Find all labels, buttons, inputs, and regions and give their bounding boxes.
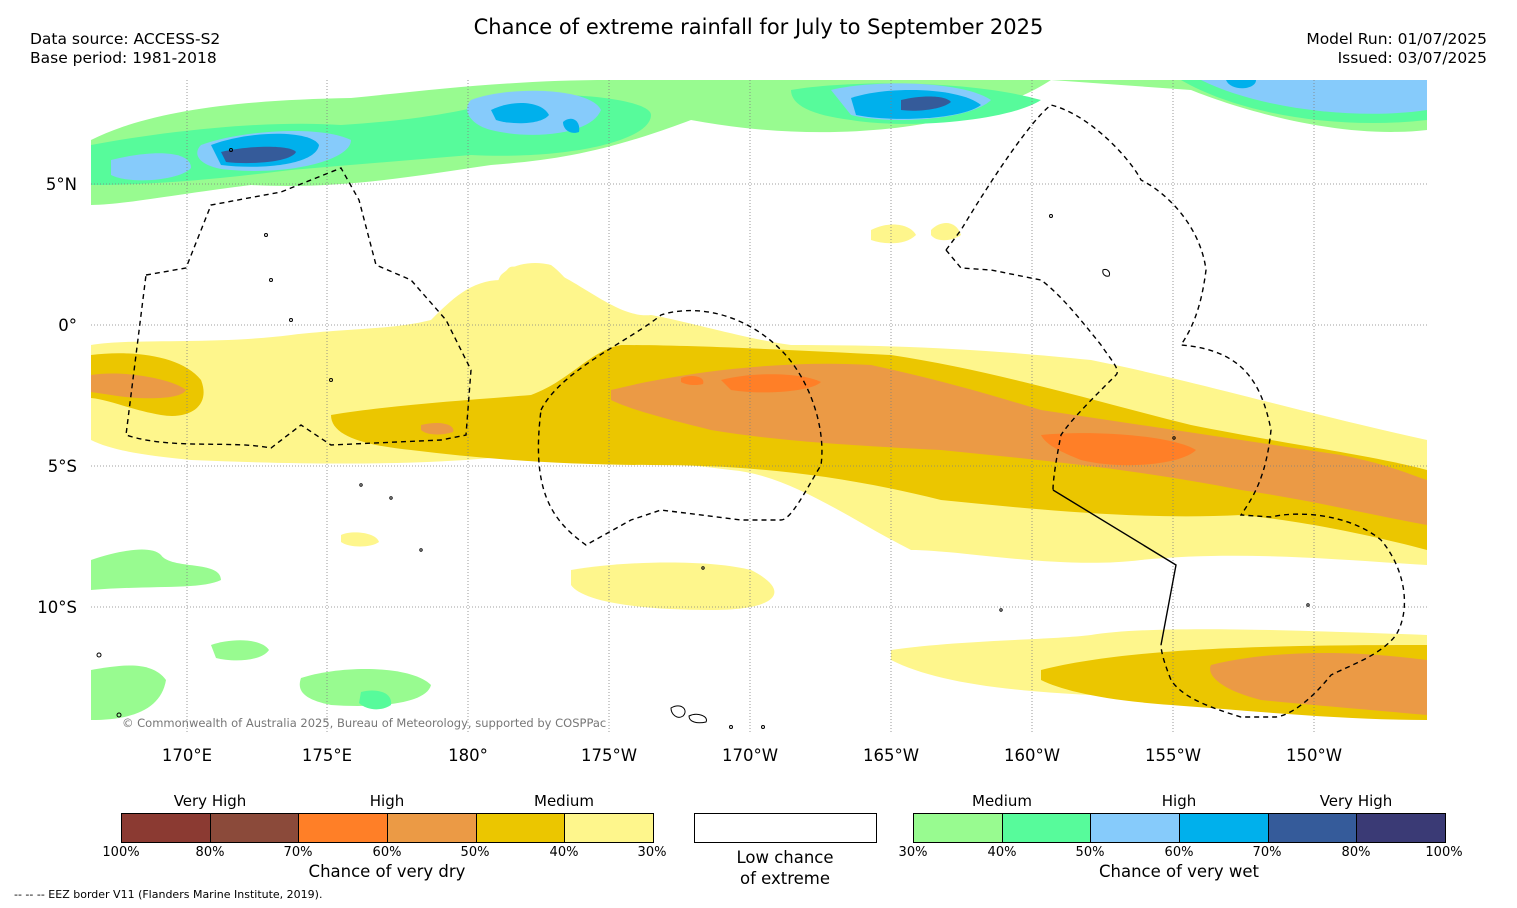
- islands: [96, 148, 1310, 729]
- data-info: Data source: ACCESS-S2 Base period: 1981…: [30, 30, 220, 68]
- wet-tick-50: 50%: [1075, 845, 1105, 860]
- dry-swatch-0: [122, 814, 211, 842]
- lat-label-5s: 5°S: [47, 457, 77, 476]
- wet-swatch-0: [914, 814, 1003, 842]
- issued-date: Issued: 03/07/2025: [1337, 49, 1487, 67]
- wet-cat-high: High: [1161, 792, 1197, 810]
- lon-label-175w: 175°W: [580, 746, 638, 765]
- dry-tick-80: 80%: [195, 845, 225, 860]
- wet-caption: Chance of very wet: [1099, 862, 1259, 881]
- wet-color-bar: [913, 813, 1446, 843]
- eez-solid-border: [1052, 489, 1177, 646]
- dry-caption: Chance of very dry: [308, 862, 466, 881]
- lon-label-150w: 150°W: [1285, 746, 1343, 765]
- neutral-color-box: [694, 813, 877, 843]
- wet-tick-30: 30%: [898, 845, 928, 860]
- neutral-caption-2: of extreme: [739, 869, 831, 888]
- wet-swatch-5: [1357, 814, 1446, 842]
- dry-swatch-2: [299, 814, 389, 842]
- dry-cat-very-high: Very High: [173, 792, 247, 810]
- map-title: Chance of extreme rainfall for July to S…: [473, 15, 1044, 39]
- lat-label-5n: 5°N: [45, 175, 77, 194]
- copyright-notice: © Commonwealth of Australia 2025, Bureau…: [122, 716, 607, 730]
- rainfall-map: [91, 80, 1427, 734]
- wet-swatch-1: [1002, 814, 1092, 842]
- run-info: Model Run: 01/07/2025 Issued: 03/07/2025: [1306, 30, 1487, 68]
- dry-tick-40: 40%: [549, 845, 579, 860]
- lon-label-165w: 165°W: [862, 746, 920, 765]
- dry-tick-100: 100%: [102, 845, 140, 860]
- wet-region-north: [91, 80, 1427, 205]
- dry-tick-30: 30%: [637, 845, 667, 860]
- wet-tick-80: 80%: [1341, 845, 1371, 860]
- dry-tick-60: 60%: [372, 845, 402, 860]
- lat-label-10s: 10°S: [37, 598, 77, 617]
- base-period: Base period: 1981-2018: [30, 49, 217, 67]
- eez-footnote: -- -- -- EEZ border V11 (Flanders Marine…: [14, 888, 323, 901]
- dry-cat-medium: Medium: [534, 792, 594, 810]
- wet-swatch-3: [1180, 814, 1269, 842]
- dry-cat-high: High: [369, 792, 405, 810]
- wet-tick-60: 60%: [1164, 845, 1194, 860]
- dry-swatch-5: [565, 814, 654, 842]
- lon-label-170e: 170°E: [161, 746, 213, 765]
- dry-swatch-4: [476, 814, 566, 842]
- graticule: [91, 80, 1427, 734]
- dry-swatch-3: [388, 814, 477, 842]
- dry-swatch-1: [210, 814, 300, 842]
- dry-region-central: [91, 223, 1427, 720]
- dry-color-bar: [121, 813, 654, 843]
- wet-cat-very-high: Very High: [1319, 792, 1393, 810]
- lat-label-0: 0°: [58, 316, 77, 335]
- eez-borders: [125, 104, 1406, 718]
- dry-tick-50: 50%: [460, 845, 490, 860]
- wet-swatch-4: [1268, 814, 1358, 842]
- lon-label-180: 180°: [448, 746, 488, 765]
- model-run: Model Run: 01/07/2025: [1306, 30, 1487, 48]
- wet-swatch-2: [1091, 814, 1181, 842]
- wet-tick-70: 70%: [1252, 845, 1282, 860]
- wet-cat-medium: Medium: [972, 792, 1032, 810]
- lon-label-175e: 175°E: [301, 746, 353, 765]
- wet-tick-100: 100%: [1425, 845, 1463, 860]
- dry-tick-70: 70%: [283, 845, 313, 860]
- data-source: Data source: ACCESS-S2: [30, 30, 221, 48]
- lon-label-160w: 160°W: [1003, 746, 1061, 765]
- neutral-caption-1: Low chance: [736, 848, 834, 867]
- lon-label-155w: 155°W: [1144, 746, 1202, 765]
- lon-label-170w: 170°W: [721, 746, 779, 765]
- wet-region-south: [91, 549, 431, 720]
- wet-tick-40: 40%: [987, 845, 1017, 860]
